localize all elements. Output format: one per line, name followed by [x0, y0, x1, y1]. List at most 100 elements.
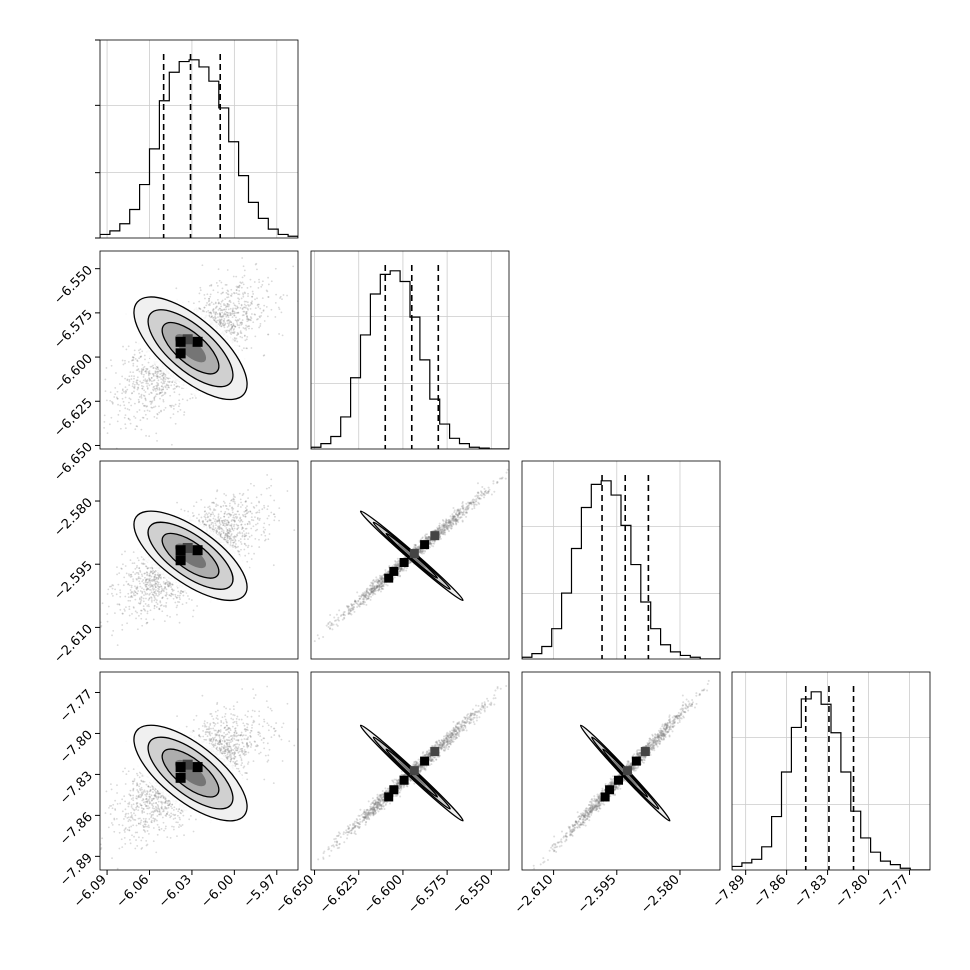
sample-point [277, 306, 280, 309]
sample-point [221, 314, 224, 317]
sample-point [245, 500, 247, 502]
sample-point [156, 590, 159, 593]
sample-point [157, 585, 160, 588]
sample-point [130, 590, 133, 593]
sample-point [144, 370, 147, 373]
sample-point [146, 583, 148, 586]
sample-point [239, 330, 242, 333]
sample-point [133, 594, 135, 597]
sample-point [269, 494, 272, 497]
sample-point [141, 369, 143, 372]
sample-point [248, 305, 250, 307]
sample-point [226, 530, 228, 533]
sample-point [237, 286, 240, 288]
sample-point [253, 484, 255, 487]
sample-point [215, 503, 218, 506]
sample-point [153, 591, 156, 594]
sample-point [155, 601, 158, 604]
sample-point [205, 310, 208, 313]
sample-point [129, 371, 132, 374]
sample-point [172, 388, 175, 390]
sample-point [243, 334, 246, 337]
sample-point [152, 372, 155, 375]
sample-point [245, 544, 247, 547]
sample-point [198, 519, 201, 521]
sample-point [247, 546, 249, 549]
sample-point [154, 372, 156, 375]
sample-point [139, 585, 142, 588]
sample-point [146, 405, 149, 408]
sample-point [240, 297, 243, 300]
sample-point [220, 315, 223, 318]
sample-point [227, 523, 229, 526]
sample-point [206, 520, 209, 523]
sample-point [140, 609, 142, 612]
sample-point [429, 541, 432, 544]
sample-point [150, 589, 152, 591]
sample-point [157, 574, 160, 577]
sample-point [145, 372, 148, 374]
sample-point [224, 534, 227, 537]
sample-point [223, 538, 226, 541]
sample-point [255, 496, 258, 499]
sample-point [232, 329, 235, 331]
sample-point [134, 358, 137, 360]
sample-point [153, 605, 156, 607]
sample-point [227, 323, 230, 326]
sample-point [139, 355, 142, 358]
sample-point [226, 303, 229, 305]
sample-point [239, 281, 242, 284]
sample-point [139, 380, 142, 383]
sample-point [139, 602, 141, 605]
sample-point [206, 520, 209, 523]
sample-point [219, 323, 222, 326]
scatter-points [313, 468, 509, 643]
sample-point [210, 312, 213, 315]
sample-point [136, 564, 138, 567]
density-cell [175, 348, 186, 359]
sample-point [131, 356, 134, 358]
sample-point [134, 594, 137, 597]
sample-point [159, 373, 162, 376]
sample-point [243, 538, 246, 541]
sample-point [133, 383, 136, 386]
sample-point [136, 382, 138, 384]
sample-point [227, 325, 230, 327]
sample-point [208, 311, 211, 314]
sample-point [134, 591, 137, 594]
sample-point [249, 523, 251, 525]
sample-point [281, 298, 283, 301]
sample-point [239, 532, 241, 535]
sample-point [444, 520, 447, 523]
sample-point [178, 601, 181, 603]
sample-point [195, 397, 197, 399]
sample-point [261, 508, 264, 511]
sample-point [149, 400, 152, 403]
sample-point [232, 541, 235, 544]
sample-point [264, 528, 267, 531]
sample-point [210, 311, 213, 314]
sample-point [157, 576, 160, 579]
sample-point [222, 322, 225, 325]
sample-point [241, 534, 244, 537]
sample-point [224, 538, 226, 541]
sample-point [138, 567, 141, 569]
sample-point [161, 587, 163, 590]
sample-point [260, 311, 263, 314]
sample-point [233, 291, 235, 294]
sample-point [151, 567, 154, 570]
sample-point [146, 621, 149, 624]
sample-point [253, 281, 256, 283]
sample-point [139, 590, 142, 592]
sample-point [130, 586, 133, 589]
sample-point [124, 386, 127, 389]
sample-point [217, 526, 220, 529]
sample-point [166, 614, 169, 617]
sample-point [255, 511, 258, 514]
sample-point [227, 319, 230, 322]
sample-point [118, 383, 121, 385]
sample-point [168, 386, 170, 389]
sample-point [241, 520, 244, 523]
histogram-panel-0 [95, 39, 299, 239]
sample-point [146, 587, 149, 590]
